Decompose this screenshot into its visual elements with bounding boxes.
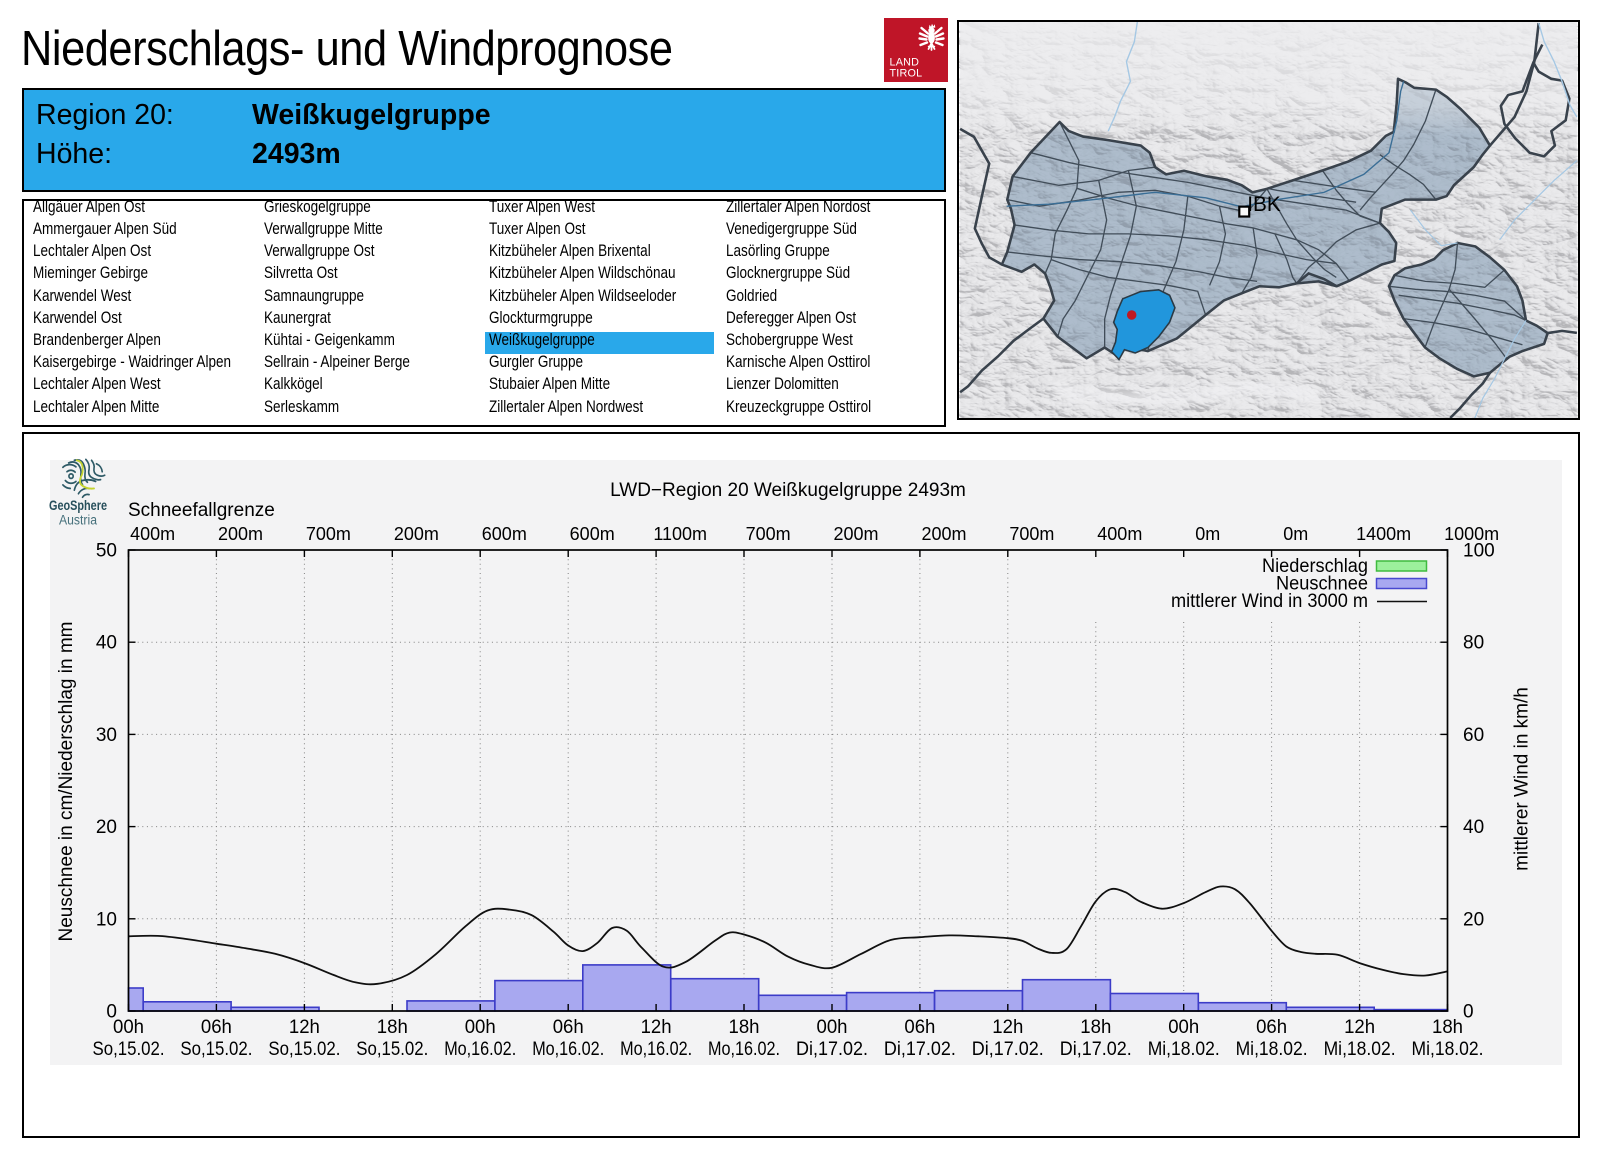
svg-text:00h: 00h [465, 1017, 496, 1038]
svg-text:200m: 200m [218, 524, 263, 544]
svg-text:30: 30 [96, 725, 117, 746]
svg-text:10: 10 [96, 909, 117, 930]
svg-text:18h: 18h [729, 1017, 760, 1038]
svg-text:IBK: IBK [1247, 193, 1281, 216]
svg-text:1000m: 1000m [1444, 524, 1499, 544]
svg-text:600m: 600m [482, 524, 527, 544]
svg-text:600m: 600m [570, 524, 615, 544]
svg-text:Mo,16.02.: Mo,16.02. [444, 1039, 516, 1060]
svg-text:Neuschnee: Neuschnee [1276, 574, 1368, 595]
svg-text:06h: 06h [553, 1017, 584, 1038]
svg-text:Neuschnee in cm/Niederschlag i: Neuschnee in cm/Niederschlag in mm [56, 622, 77, 942]
svg-text:1100m: 1100m [653, 524, 707, 544]
svg-text:mittlerer Wind in km/h: mittlerer Wind in km/h [1512, 687, 1533, 871]
svg-text:0m: 0m [1195, 524, 1220, 544]
svg-text:1400m: 1400m [1356, 524, 1411, 544]
svg-text:mittlerer Wind in 3000 m: mittlerer Wind in 3000 m [1171, 591, 1368, 612]
svg-text:0: 0 [1463, 1002, 1474, 1023]
svg-text:Mo,16.02.: Mo,16.02. [532, 1039, 604, 1060]
svg-text:00h: 00h [1168, 1017, 1199, 1038]
svg-text:20: 20 [1463, 909, 1484, 930]
svg-text:40: 40 [1463, 817, 1484, 838]
svg-text:700m: 700m [1009, 524, 1054, 544]
svg-text:LWD−Region 20 Weißkugelgruppe: LWD−Region 20 Weißkugelgruppe 2493m [610, 480, 966, 501]
svg-text:20: 20 [96, 817, 117, 838]
svg-text:700m: 700m [306, 524, 351, 544]
svg-text:LAND: LAND [890, 57, 920, 69]
svg-text:00h: 00h [113, 1017, 144, 1038]
svg-text:Di,17.02.: Di,17.02. [796, 1039, 868, 1060]
svg-text:Mo,16.02.: Mo,16.02. [708, 1039, 780, 1060]
svg-text:18h: 18h [1080, 1017, 1111, 1038]
svg-text:400m: 400m [130, 524, 175, 544]
svg-text:GeoSphere: GeoSphere [49, 498, 107, 513]
svg-text:12h: 12h [641, 1017, 672, 1038]
svg-text:06h: 06h [201, 1017, 232, 1038]
svg-text:18h: 18h [1432, 1017, 1463, 1038]
svg-text:06h: 06h [904, 1017, 935, 1038]
svg-text:Di,17.02.: Di,17.02. [884, 1039, 956, 1060]
svg-text:Austria: Austria [59, 513, 97, 528]
svg-text:So,15.02.: So,15.02. [356, 1039, 428, 1060]
svg-text:80: 80 [1463, 633, 1484, 654]
svg-text:200m: 200m [921, 524, 966, 544]
svg-text:0: 0 [106, 1002, 117, 1023]
svg-text:12h: 12h [992, 1017, 1023, 1038]
svg-text:0m: 0m [1283, 524, 1308, 544]
svg-text:Mi,18.02.: Mi,18.02. [1324, 1039, 1396, 1060]
svg-text:12h: 12h [289, 1017, 320, 1038]
svg-text:200m: 200m [833, 524, 878, 544]
svg-text:Mi,18.02.: Mi,18.02. [1412, 1039, 1484, 1060]
svg-text:Schneefallgrenze: Schneefallgrenze [128, 500, 275, 521]
svg-text:So,15.02.: So,15.02. [180, 1039, 252, 1060]
svg-text:Mi,18.02.: Mi,18.02. [1148, 1039, 1220, 1060]
svg-text:TIROL: TIROL [890, 68, 923, 80]
svg-text:100: 100 [1463, 541, 1495, 562]
svg-text:Mo,16.02.: Mo,16.02. [620, 1039, 692, 1060]
svg-text:00h: 00h [817, 1017, 848, 1038]
svg-text:Mi,18.02.: Mi,18.02. [1236, 1039, 1308, 1060]
svg-text:12h: 12h [1344, 1017, 1375, 1038]
svg-text:So,15.02.: So,15.02. [93, 1039, 165, 1060]
svg-text:Di,17.02.: Di,17.02. [1060, 1039, 1132, 1060]
svg-text:So,15.02.: So,15.02. [268, 1039, 340, 1060]
svg-text:700m: 700m [746, 524, 791, 544]
svg-text:400m: 400m [1097, 524, 1142, 544]
svg-text:Di,17.02.: Di,17.02. [972, 1039, 1044, 1060]
svg-text:Niederschlag: Niederschlag [1262, 556, 1368, 577]
svg-text:50: 50 [96, 541, 117, 562]
svg-text:18h: 18h [377, 1017, 408, 1038]
svg-text:06h: 06h [1256, 1017, 1287, 1038]
svg-text:60: 60 [1463, 725, 1484, 746]
svg-text:40: 40 [96, 633, 117, 654]
svg-text:200m: 200m [394, 524, 439, 544]
